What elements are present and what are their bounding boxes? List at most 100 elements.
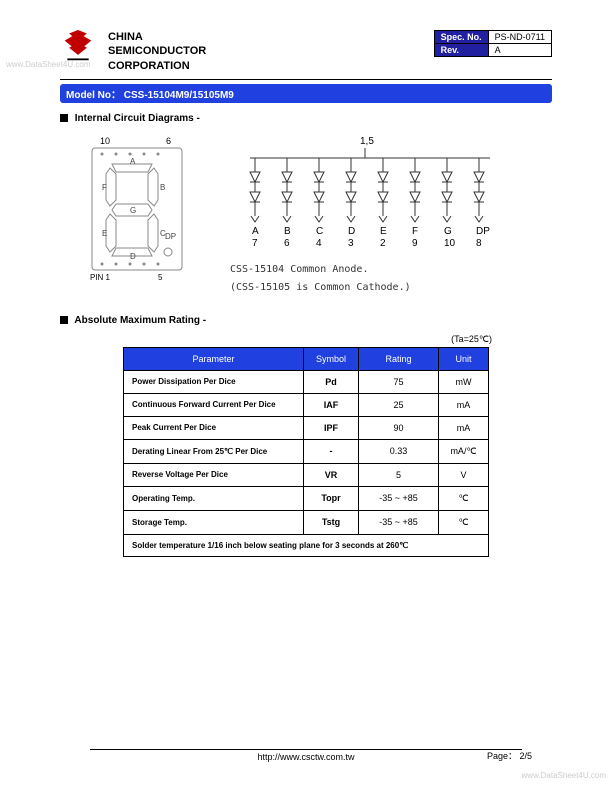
company-line3: CORPORATION — [108, 59, 206, 73]
header-divider — [60, 79, 552, 80]
company-line2: SEMICONDUCTOR — [108, 44, 206, 58]
unit-cell: ℃ — [439, 486, 489, 510]
table-row: Reverse Voltage Per DiceVR5V — [124, 463, 489, 486]
table-row: Operating Temp.Topr-35 ~ +85℃ — [124, 486, 489, 510]
model-label: Model No： — [66, 90, 121, 101]
svg-text:9: 9 — [412, 238, 418, 249]
svg-text:E: E — [380, 226, 387, 237]
circuit-note-1: CSS-15104 Common Anode. — [230, 263, 510, 277]
spec-no-label: Spec. No. — [434, 31, 488, 44]
rating-header: Parameter — [124, 347, 304, 370]
svg-text:D: D — [130, 252, 136, 261]
diagrams-title-text: Internal Circuit Diagrams - — [75, 113, 200, 124]
watermark-left: www.DataSheet4U.com — [6, 60, 90, 69]
table-note-row: Solder temperature 1/16 inch below seati… — [124, 534, 489, 556]
page-label: Page： — [487, 751, 517, 761]
param-cell: Power Dissipation Per Dice — [124, 370, 304, 393]
symbol-cell: IAF — [304, 393, 359, 416]
model-number-bar: Model No： CSS-15104M9/15105M9 — [60, 84, 552, 103]
symbol-cell: IPF — [304, 416, 359, 439]
param-cell: Continuous Forward Current Per Dice — [124, 393, 304, 416]
param-cell: Peak Current Per Dice — [124, 416, 304, 439]
circuit-diagram: 1,5 A7 B6 C4 D3 E2 F9 G10 DP8 — [230, 134, 510, 254]
svg-text:F: F — [102, 183, 107, 192]
table-row: Continuous Forward Current Per DiceIAF25… — [124, 393, 489, 416]
svg-text:7: 7 — [252, 238, 258, 249]
svg-text:6: 6 — [166, 136, 171, 146]
svg-text:A: A — [252, 226, 259, 237]
table-row: Power Dissipation Per DicePd75mW — [124, 370, 489, 393]
company-logo-icon — [60, 30, 96, 62]
symbol-cell: Topr — [304, 486, 359, 510]
svg-text:E: E — [102, 229, 107, 238]
company-line1: CHINA — [108, 30, 206, 44]
symbol-cell: Pd — [304, 370, 359, 393]
svg-text:4: 4 — [316, 238, 322, 249]
svg-text:PIN 1: PIN 1 — [90, 273, 111, 282]
svg-text:10: 10 — [444, 238, 456, 249]
table-row: Peak Current Per DiceIPF90mA — [124, 416, 489, 439]
circuit-note-2: (CSS-15105 is Common Cathode.) — [230, 281, 510, 295]
model-value: CSS-15104M9/15105M9 — [124, 90, 234, 101]
page-value: 2/5 — [519, 751, 532, 761]
symbol-cell: - — [304, 439, 359, 463]
symbol-cell: VR — [304, 463, 359, 486]
rating-cell: -35 ~ +85 — [359, 486, 439, 510]
svg-text:DP: DP — [476, 226, 490, 237]
spec-info-table: Spec. No. PS-ND-0711 Rev. A — [434, 30, 552, 57]
solder-note: Solder temperature 1/16 inch below seati… — [124, 534, 489, 556]
footer-url: http://www.csctw.com.tw — [257, 752, 354, 762]
rating-title-text: Absolute Maximum Rating - — [74, 315, 206, 326]
circuit-diagram-block: 1,5 A7 B6 C4 D3 E2 F9 G10 DP8 CSS-15104 Common … — [230, 134, 510, 295]
table-row: Storage Temp.Tstg-35 ~ +85℃ — [124, 510, 489, 534]
spec-no-value: PS-ND-0711 — [488, 31, 551, 44]
unit-cell: V — [439, 463, 489, 486]
svg-text:5: 5 — [158, 273, 163, 282]
rating-cell: 90 — [359, 416, 439, 439]
svg-text:G: G — [130, 206, 136, 215]
svg-text:C: C — [316, 226, 323, 237]
rating-cell: -35 ~ +85 — [359, 510, 439, 534]
unit-cell: mA/℃ — [439, 439, 489, 463]
rating-cell: 5 — [359, 463, 439, 486]
ta-condition: (Ta=25℃) — [60, 334, 492, 345]
seven-segment-diagram: 10 6 A F B G E C — [80, 134, 200, 284]
param-cell: Reverse Voltage Per Dice — [124, 463, 304, 486]
unit-cell: mA — [439, 416, 489, 439]
svg-text:B: B — [160, 183, 165, 192]
company-name: CHINA SEMICONDUCTOR CORPORATION — [108, 30, 206, 73]
rating-header: Unit — [439, 347, 489, 370]
svg-text:F: F — [412, 226, 418, 237]
svg-text:3: 3 — [348, 238, 354, 249]
bullet-icon — [60, 316, 68, 324]
unit-cell: mA — [439, 393, 489, 416]
param-cell: Derating Linear From 25℃ Per Dice — [124, 439, 304, 463]
rev-value: A — [488, 44, 551, 57]
unit-cell: ℃ — [439, 510, 489, 534]
section-rating-title: Absolute Maximum Rating - — [60, 315, 552, 326]
rating-cell: 0.33 — [359, 439, 439, 463]
rev-label: Rev. — [434, 44, 488, 57]
svg-text:DP: DP — [165, 232, 176, 241]
svg-text:6: 6 — [284, 238, 290, 249]
svg-text:D: D — [348, 226, 355, 237]
rating-header: Rating — [359, 347, 439, 370]
svg-text:10: 10 — [100, 136, 110, 146]
watermark-right: www.DataSheet4U.com — [522, 771, 606, 780]
rating-cell: 75 — [359, 370, 439, 393]
svg-text:2: 2 — [380, 238, 386, 249]
page-number: Page： 2/5 — [487, 749, 532, 762]
param-cell: Storage Temp. — [124, 510, 304, 534]
svg-text:1,5: 1,5 — [360, 136, 374, 147]
svg-text:G: G — [444, 226, 452, 237]
svg-text:B: B — [284, 226, 291, 237]
table-row: Derating Linear From 25℃ Per Dice-0.33mA… — [124, 439, 489, 463]
rating-cell: 25 — [359, 393, 439, 416]
svg-text:8: 8 — [476, 238, 482, 249]
page-header: CHINA SEMICONDUCTOR CORPORATION Spec. No… — [60, 30, 552, 73]
svg-text:A: A — [130, 157, 136, 166]
rating-header: Symbol — [304, 347, 359, 370]
bullet-icon — [60, 114, 68, 122]
symbol-cell: Tstg — [304, 510, 359, 534]
rating-table: ParameterSymbolRatingUnit Power Dissipat… — [123, 347, 489, 557]
